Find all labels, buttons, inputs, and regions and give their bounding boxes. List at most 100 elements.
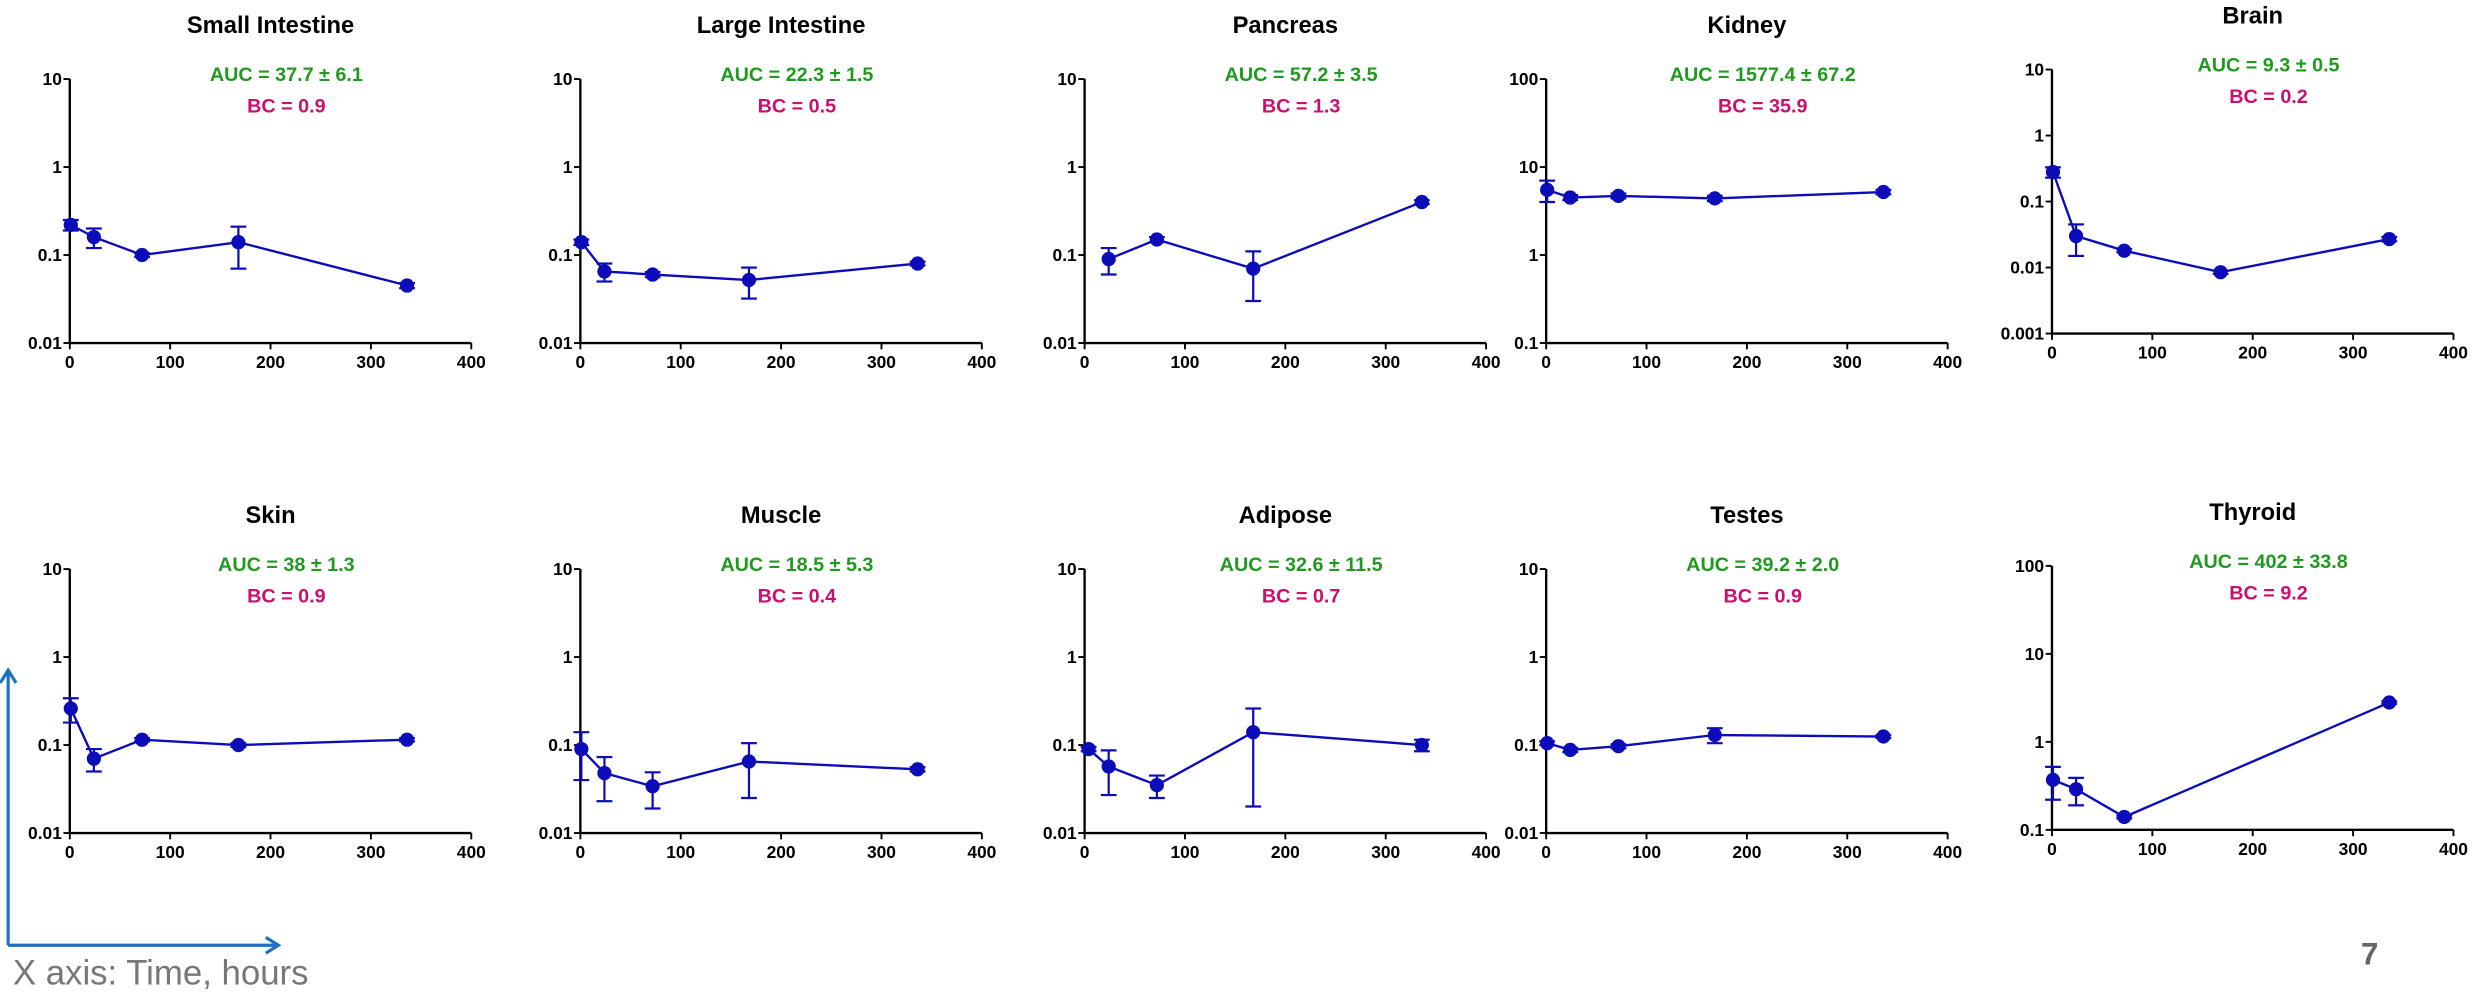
y-tick-label: 1 [2034,126,2044,146]
y-tick-label: 10 [2025,60,2044,80]
data-point [1415,195,1429,209]
x-tick-label: 200 [256,842,285,862]
x-tick-label: 0 [1080,352,1090,372]
error-bar [1245,251,1261,301]
y-tick-label: 0.001 [2001,324,2045,344]
y-tick-label: 0.1 [2020,820,2044,840]
annotation: AUC = 57.2 ± 3.5 [1225,64,1378,86]
x-tick-label: 400 [457,842,486,862]
y-tick-label: 1 [1067,647,1077,667]
data-point [2069,229,2083,243]
x-tick-label: 100 [2138,343,2167,363]
x-tick-label: 400 [1933,842,1962,862]
data-point [135,733,149,747]
x-tick-label: 100 [1632,842,1661,862]
data-point [574,742,588,756]
annotation: AUC = 22.3 ± 1.5 [720,64,873,86]
y-tick-label: 0.1 [548,245,572,265]
data-point [910,256,924,270]
data-point [1150,232,1164,246]
x-tick-label: 0 [65,352,75,372]
data-point [1246,262,1260,276]
data-point [2069,782,2083,796]
x-tick-label: 100 [666,842,695,862]
x-tick-label: 200 [256,352,285,372]
y-tick-label: 1 [563,647,573,667]
data-point [2213,265,2227,279]
y-tick-label: 10 [2025,644,2044,664]
y-tick-label: 1 [52,157,62,177]
data-point [2382,695,2396,709]
x-tick-label: 300 [867,842,896,862]
x-tick-label: 300 [2339,343,2368,363]
x-tick-label: 100 [666,352,695,372]
y-tick-label: 0.1 [38,735,62,755]
y-tick-label: 100 [1509,69,1538,89]
x-tick-label: 200 [2238,839,2267,859]
annotation: BC = 9.2 [2229,583,2308,605]
data-point [1415,738,1429,752]
data-point [2117,810,2131,824]
y-tick-label: 0.01 [28,333,62,353]
y-tick-label: 10 [1057,559,1076,579]
x-tick-label: 400 [2439,839,2468,859]
chart-title: Thyroid [2209,500,2296,526]
chart-title: Testes [1710,503,1783,529]
x-tick-label: 0 [576,352,586,372]
y-tick-label: 1 [2034,732,2044,752]
data-point [1081,742,1095,756]
data-point [742,754,756,768]
data-point [742,273,756,287]
annotation: AUC = 402 ± 33.8 [2189,551,2348,573]
axis-hint [0,670,278,953]
panel: BrainAUC = 9.3 ± 0.5BC = 0.20.0010.010.1… [2001,4,2468,363]
data-point [1102,759,1116,773]
y-tick-label: 10 [1057,69,1076,89]
x-tick-label: 400 [967,352,996,372]
error-bar [741,743,757,798]
x-tick-label: 200 [1732,842,1761,862]
y-tick-label: 10 [1519,157,1538,177]
y-tick-label: 0.1 [1514,333,1538,353]
annotation: AUC = 9.3 ± 0.5 [2198,55,2340,77]
x-tick-label: 0 [576,842,586,862]
x-tick-label: 100 [1170,352,1199,372]
data-point [1540,183,1554,197]
data-point [64,701,78,715]
x-tick-label: 400 [967,842,996,862]
data-point [231,235,245,249]
annotation: BC = 35.9 [1718,96,1807,118]
data-point [2382,232,2396,246]
y-tick-label: 0.01 [1504,823,1538,843]
y-tick-label: 1 [52,647,62,667]
data-point [1563,190,1577,204]
x-tick-label: 100 [1170,842,1199,862]
data-point [646,267,660,281]
y-tick-label: 0.1 [2020,192,2044,212]
annotation: BC = 0.9 [247,586,326,608]
y-tick-label: 0.1 [548,735,572,755]
annotation: AUC = 39.2 ± 2.0 [1686,554,1839,576]
annotation: BC = 0.5 [758,96,837,118]
y-tick-label: 0.01 [539,333,573,353]
page-number: 7 [2361,936,2379,972]
y-tick-label: 1 [1529,245,1539,265]
data-point [400,278,414,292]
slide: X axis: Time, hours 7 Small IntestineAUC… [0,0,2479,999]
chart-title: Adipose [1239,503,1333,529]
y-tick-label: 0.01 [1043,333,1077,353]
data-point [1611,739,1625,753]
x-tick-label: 300 [356,842,385,862]
annotation: AUC = 32.6 ± 11.5 [1220,554,1383,576]
x-tick-label: 0 [1541,842,1551,862]
data-point [64,218,78,232]
panel: KidneyAUC = 1577.4 ± 67.2BC = 35.90.1110… [1509,13,1962,372]
x-tick-label: 0 [1541,352,1551,372]
x-tick-label: 300 [1833,352,1862,372]
x-tick-label: 200 [1271,352,1300,372]
data-point [1611,189,1625,203]
annotation: BC = 0.4 [758,586,837,608]
